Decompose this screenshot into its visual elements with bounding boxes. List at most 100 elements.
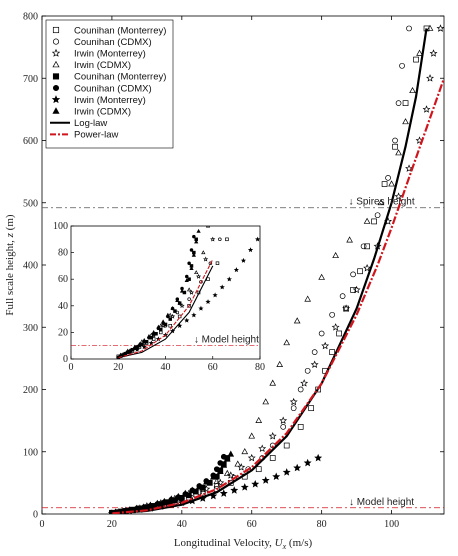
main-point-1 (304, 367, 311, 374)
main-line-power-law (111, 77, 444, 514)
main-point-3 (363, 217, 371, 224)
inset-series (71, 226, 260, 359)
inset-point-6 (141, 344, 147, 350)
main-point-1 (350, 271, 356, 278)
inset-x-tick-label: 60 (208, 362, 218, 373)
x-tick-label: 0 (40, 519, 45, 530)
x-tick-label: 80 (317, 519, 327, 530)
main-point-2 (216, 478, 225, 487)
inset-point-7 (189, 266, 194, 271)
inset-point-6 (205, 299, 211, 305)
inset-point-2 (195, 273, 202, 279)
main-point-2 (268, 432, 277, 440)
inset-x-tick-label: 0 (69, 362, 74, 373)
inset-point-7 (132, 345, 137, 350)
inset-point-3 (194, 270, 199, 275)
y-tick-label: 0 (33, 510, 38, 521)
x-axis-title-sub: x (282, 542, 287, 551)
legend-label-1: Counihan (CDMX) (74, 37, 152, 48)
inset-point-6 (219, 284, 225, 290)
inset-point-7 (127, 348, 133, 353)
main-point-2 (426, 74, 434, 82)
legend: Counihan (Monterrey) Counihan (CDMX) Irwin… (45, 19, 174, 149)
main-point-2 (342, 304, 351, 312)
main-point-7 (167, 495, 175, 502)
inset-y-axis: 0 20 40 60 80 100 (53, 221, 74, 365)
legend-label-7: Irwin (CDMX) (74, 107, 131, 118)
main-point-3 (416, 49, 423, 56)
main-point-3 (318, 273, 325, 280)
inset-point-6 (191, 312, 197, 318)
main-point-6 (282, 468, 291, 476)
main-point-7 (181, 489, 189, 496)
main-point-2 (352, 285, 361, 294)
main-point-3 (388, 180, 395, 187)
main-point-6 (240, 483, 249, 491)
main-point-3 (223, 469, 231, 476)
main-point-3 (262, 398, 270, 405)
x-tick-label: 60 (247, 519, 257, 530)
main-point-2 (289, 397, 298, 406)
main-point-0 (381, 181, 388, 187)
main-point-3 (377, 199, 385, 206)
main-point-6 (261, 476, 270, 484)
main-point-3 (332, 251, 339, 259)
legend-box (45, 19, 174, 149)
main-series (107, 24, 444, 514)
main-point-2 (258, 444, 267, 453)
main-point-2 (394, 192, 403, 200)
main-point-2 (310, 360, 319, 368)
inset-point-2 (210, 236, 216, 242)
main-point-6 (219, 489, 228, 497)
inset-annotation: ↓ Model height (194, 335, 259, 346)
x-axis: 0 20 40 60 80 100 (40, 16, 399, 530)
y-tick-label: 300 (23, 323, 38, 334)
main-point-0 (402, 100, 409, 107)
main-point-3 (276, 360, 284, 367)
y-axis-title: Full scale height, z (m) (4, 214, 16, 315)
main-point-1 (318, 330, 325, 337)
y-tick-label: 800 (23, 12, 38, 23)
main-point-1 (395, 100, 402, 107)
y-tick-label: 500 (23, 198, 38, 209)
y-tick-label: 700 (23, 74, 38, 85)
main-point-5 (217, 460, 224, 466)
main-point-6 (251, 479, 260, 488)
inset-point-7 (179, 288, 185, 293)
main-point-1 (392, 137, 398, 144)
main-point-3 (213, 477, 221, 484)
inset-x-tick-label: 80 (255, 362, 265, 373)
main-point-3 (293, 317, 301, 324)
y-tick-label: 600 (23, 136, 38, 147)
x-tick-label: 20 (107, 519, 117, 530)
inset-y-tick-label: 100 (53, 221, 68, 232)
inset-line-log-law (118, 265, 214, 359)
annotations: ↓ Spires height ↓ Model height (348, 197, 414, 508)
inset-point-7 (175, 298, 180, 302)
inset-point-7 (194, 239, 199, 244)
inset-y-tick-label: 0 (63, 354, 68, 365)
inset-y-tick-label: 60 (58, 274, 68, 285)
main-point-7 (147, 501, 154, 508)
inset-point-2 (203, 256, 209, 262)
y-axis-title-text: Full scale height, (4, 237, 16, 315)
main-point-2 (279, 416, 288, 424)
y-tick-label: 200 (23, 385, 38, 396)
inset-point-6 (198, 305, 204, 311)
legend-label-4: Counihan (Monterrey) (74, 72, 166, 83)
main-point-1 (406, 25, 412, 32)
inset-point-7 (151, 329, 156, 334)
inset-point-7 (156, 324, 161, 329)
main-point-1 (290, 405, 297, 412)
main-point-7 (223, 455, 231, 462)
inset-x-tick-label: 20 (113, 362, 123, 373)
main-point-2 (405, 164, 413, 172)
inset-point-7 (142, 337, 147, 342)
main-point-0 (297, 424, 304, 430)
inset-point-6 (226, 276, 232, 282)
main-point-6 (293, 463, 302, 472)
main-point-7 (174, 492, 182, 499)
main-point-6 (303, 458, 312, 467)
main-point-2 (429, 49, 438, 57)
main-point-7 (195, 482, 203, 489)
